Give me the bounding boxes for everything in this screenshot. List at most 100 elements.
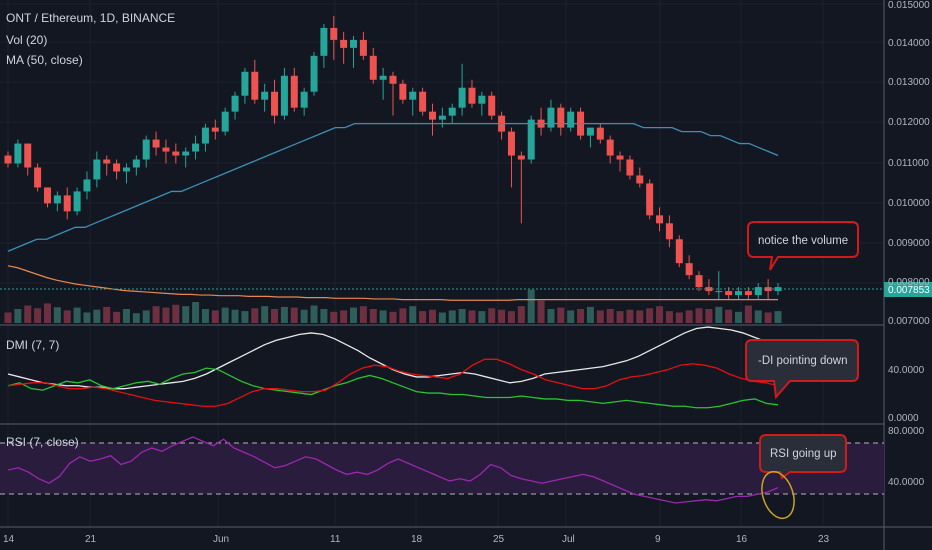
candle-body bbox=[53, 195, 61, 204]
candle-body bbox=[350, 39, 358, 48]
candle-body bbox=[122, 167, 130, 172]
candle-body bbox=[24, 143, 32, 168]
candle-body bbox=[261, 91, 269, 100]
volume-bar bbox=[705, 309, 713, 323]
annotation-volume[interactable]: notice the volume bbox=[747, 221, 859, 271]
candle-body bbox=[93, 159, 101, 180]
price-axis[interactable]: 0.015000 0.014000 0.013000 0.012000 0.01… bbox=[888, 0, 930, 327]
volume-bar bbox=[626, 309, 634, 323]
volume-ma-line bbox=[7, 265, 778, 301]
volume-bar bbox=[379, 310, 387, 323]
candle-body bbox=[280, 75, 288, 116]
price-tick: 0.009000 bbox=[888, 238, 930, 249]
time-tick: 11 bbox=[330, 534, 341, 545]
candle-body bbox=[142, 139, 150, 160]
candle-body bbox=[290, 75, 298, 108]
callout-text: RSI going up bbox=[770, 448, 837, 460]
volume-bar bbox=[527, 289, 535, 323]
annotation-dmi[interactable]: -DI pointing down bbox=[745, 339, 859, 400]
candle-body bbox=[4, 155, 12, 164]
candle-body bbox=[478, 95, 486, 104]
dmi-study-label[interactable]: DMI (7, 7) bbox=[6, 338, 59, 352]
highlight-ellipse[interactable] bbox=[756, 468, 799, 523]
volume-bar bbox=[517, 306, 525, 323]
price-tick: 0.014000 bbox=[888, 38, 930, 49]
candle-body bbox=[448, 107, 456, 116]
candle-body bbox=[271, 91, 279, 116]
volume-bar bbox=[735, 311, 743, 323]
candle-body bbox=[675, 239, 683, 264]
volume-bar bbox=[675, 312, 683, 323]
rsi-tick: 80.0000 bbox=[888, 426, 925, 437]
time-tick: Jun bbox=[213, 534, 229, 545]
volume-bar bbox=[577, 309, 585, 323]
current-price-label: 0.007853 bbox=[888, 285, 930, 296]
volume-bar bbox=[665, 311, 673, 323]
dmi-axis[interactable]: 40.0000 0.0000 bbox=[888, 365, 925, 424]
callout-bubble bbox=[747, 221, 859, 271]
volume-bar bbox=[231, 309, 239, 323]
candle-body bbox=[330, 27, 338, 40]
volume-bar bbox=[744, 305, 752, 323]
annotation-rsi[interactable]: RSI going up bbox=[759, 434, 847, 480]
candle-body bbox=[34, 167, 42, 188]
rsi-path bbox=[7, 436, 779, 504]
candle-body bbox=[320, 27, 328, 56]
price-tick: 0.007000 bbox=[888, 316, 930, 327]
volume-study-label[interactable]: Vol (20) bbox=[6, 33, 47, 47]
volume-bar bbox=[428, 309, 436, 323]
candlesticks[interactable] bbox=[4, 15, 782, 300]
volume-bar bbox=[83, 312, 91, 323]
candle-body bbox=[152, 139, 160, 148]
volume-bar bbox=[280, 306, 288, 323]
candle-body bbox=[369, 55, 377, 80]
volume-bar bbox=[162, 307, 170, 323]
candle-body bbox=[162, 147, 170, 152]
candle-body bbox=[685, 263, 693, 276]
volume-bar bbox=[330, 311, 338, 323]
volume-bar bbox=[53, 307, 61, 323]
symbol-title[interactable]: ONT / Ethereum, 1D, BINANCE bbox=[6, 11, 175, 25]
dmi-tick: 0.0000 bbox=[888, 413, 919, 424]
candle-body bbox=[517, 155, 525, 160]
volume-bar bbox=[261, 306, 269, 323]
rsi-line bbox=[7, 436, 779, 504]
ma-study-label[interactable]: MA (50, close) bbox=[6, 53, 83, 67]
current-price-tag bbox=[884, 282, 932, 297]
volume-bar bbox=[764, 312, 772, 323]
candle-body bbox=[596, 127, 604, 140]
volume-bar bbox=[350, 307, 358, 323]
candle-body bbox=[616, 155, 624, 160]
volume-bar bbox=[438, 312, 446, 323]
candle-body bbox=[636, 175, 644, 184]
candle-body bbox=[300, 91, 308, 108]
volume-bar bbox=[498, 309, 506, 323]
volume-bar bbox=[715, 306, 723, 323]
volume-bar bbox=[547, 309, 555, 323]
volume-bar bbox=[389, 311, 397, 323]
candle-body bbox=[754, 287, 762, 296]
volume-bar bbox=[122, 309, 130, 323]
candle-body bbox=[132, 159, 140, 168]
rsi-tick: 40.0000 bbox=[888, 477, 925, 488]
candle-body bbox=[468, 87, 476, 104]
candle-body bbox=[715, 291, 723, 293]
rsi-study-label[interactable]: RSI (7, close) bbox=[6, 435, 79, 449]
candle-body bbox=[83, 179, 91, 192]
di-plus-line bbox=[7, 367, 779, 409]
callout-bubble bbox=[759, 434, 847, 480]
volume-bar bbox=[300, 309, 308, 323]
candle-body bbox=[359, 39, 367, 56]
candle-body bbox=[103, 159, 111, 164]
rsi-axis[interactable]: 80.0000 40.0000 bbox=[888, 426, 925, 488]
candle-body bbox=[172, 151, 180, 156]
time-axis[interactable]: 14 21 Jun 11 18 25 Jul 9 16 23 bbox=[3, 534, 830, 545]
candle-body bbox=[231, 95, 239, 112]
volume-bar bbox=[172, 304, 180, 323]
volume-bar bbox=[132, 313, 140, 323]
dmi-tick: 40.0000 bbox=[888, 365, 925, 376]
price-tick: 0.012000 bbox=[888, 117, 930, 128]
volume-bar bbox=[14, 309, 22, 323]
candle-body bbox=[182, 151, 190, 156]
